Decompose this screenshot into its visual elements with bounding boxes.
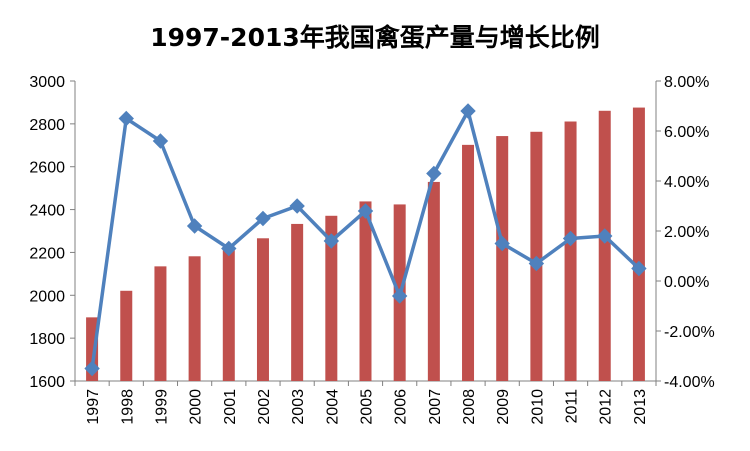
left-tick-label: 2000 — [29, 288, 65, 305]
bar — [256, 238, 269, 381]
bar — [188, 256, 201, 381]
bar — [598, 110, 611, 382]
left-tick-label: 2400 — [29, 203, 65, 220]
growth-point — [84, 360, 100, 377]
chart-title: 1997-2013年我国禽蛋产量与增长比例 — [150, 23, 600, 52]
left-tick-label: 1600 — [29, 374, 65, 391]
x-tick-label: 1998 — [119, 389, 136, 425]
bars — [86, 107, 645, 382]
growth-point — [221, 240, 237, 257]
right-tick-label: 4.00% — [664, 174, 709, 191]
left-tick-label: 2200 — [29, 245, 65, 262]
growth-point — [152, 133, 169, 149]
x-tick-label: 2007 — [427, 389, 444, 425]
bar — [154, 266, 167, 381]
growth-point — [289, 198, 305, 214]
growth-point — [118, 110, 134, 127]
left-tick-label: 2800 — [29, 117, 65, 134]
bar — [291, 223, 304, 381]
left-tick-label: 2600 — [29, 160, 65, 177]
x-tick-label: 1999 — [153, 389, 170, 425]
x-tick-label: 2008 — [461, 389, 478, 425]
bar — [222, 250, 235, 381]
right-tick-label: 0.00% — [664, 274, 709, 291]
growth-point — [494, 235, 510, 252]
x-tick-label: 2006 — [393, 389, 410, 425]
bar — [359, 201, 372, 381]
growth-point — [255, 210, 271, 227]
x-tick-label: 1997 — [85, 389, 102, 425]
x-tick-label: 2000 — [188, 389, 205, 425]
growth-point — [323, 233, 340, 249]
growth-point — [631, 260, 647, 277]
x-tick-label: 2001 — [222, 389, 239, 425]
x-tick-label: 2013 — [632, 389, 649, 425]
right-tick-label: 8.00% — [664, 74, 709, 91]
bar — [632, 107, 645, 382]
bar — [120, 290, 133, 381]
x-tick-label: 2009 — [495, 389, 512, 425]
bar — [564, 121, 577, 381]
left-tick-label: 1800 — [29, 331, 65, 348]
bar — [462, 144, 475, 381]
x-tick-label: 2005 — [359, 389, 376, 425]
line-series — [84, 103, 647, 377]
growth-point — [562, 230, 579, 247]
right-tick-label: -4.00% — [664, 374, 715, 391]
bar — [496, 136, 509, 381]
growth-point — [426, 165, 442, 182]
growth-point — [357, 203, 374, 219]
x-tick-label: 2004 — [324, 389, 341, 425]
growth-point — [460, 103, 476, 119]
x-tick-label: 2011 — [564, 389, 581, 424]
growth-point — [186, 218, 203, 234]
growth-point — [391, 288, 408, 304]
bar — [427, 181, 440, 381]
tick-labels: 1600 1800 2000 2200 2400 2600 2800 3000 -4.00% -2… — [29, 74, 714, 425]
bar — [325, 215, 338, 381]
growth-point — [528, 255, 545, 272]
right-tick-label: 2.00% — [664, 224, 709, 241]
x-tick-label: 2002 — [256, 389, 273, 425]
growth-point — [597, 228, 613, 244]
right-tick-label: -2.00% — [664, 324, 715, 341]
x-tick-label: 2003 — [290, 389, 307, 425]
right-tick-label: 6.00% — [664, 124, 709, 141]
left-tick-label: 3000 — [29, 74, 65, 91]
x-tick-label: 2012 — [598, 389, 615, 425]
x-tick-label: 2010 — [529, 389, 546, 425]
